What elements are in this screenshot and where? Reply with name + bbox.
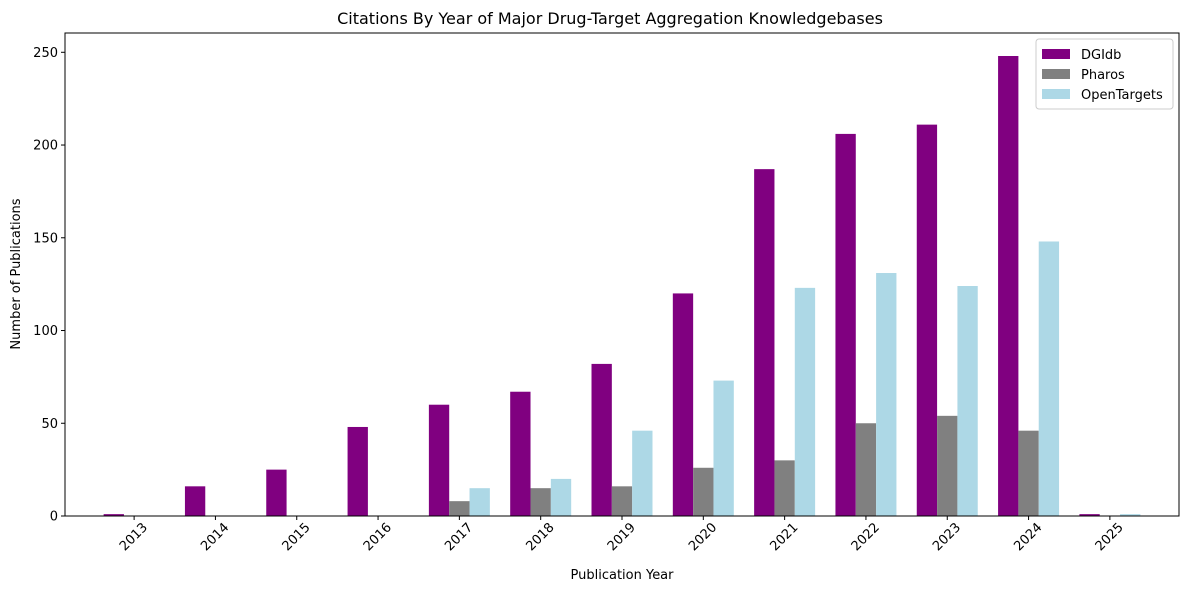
bar-opentargets-2023 xyxy=(957,286,978,516)
bar-pharos-2021 xyxy=(774,460,795,516)
bar-pharos-2018 xyxy=(530,488,551,516)
x-tick-label: 2015 xyxy=(280,520,314,554)
bar-dgidb-2018 xyxy=(510,391,531,516)
x-axis: 2013 2014 2015 2016 2017 2018 2019 2020 2021 2022… xyxy=(117,516,1127,554)
bar-opentargets-2024 xyxy=(1038,241,1060,516)
bar-dgidb-2019 xyxy=(591,363,612,516)
bar-pharos-2024 xyxy=(1018,430,1039,516)
y-tick-label: 250 xyxy=(33,46,58,61)
bar-opentargets-2025 xyxy=(1120,514,1141,516)
y-axis-label: Number of Publications xyxy=(9,198,24,349)
chart-title: Citations By Year of Major Drug-Target A… xyxy=(337,9,883,28)
bar-dgidb-2020 xyxy=(672,293,694,516)
x-tick-label: 2018 xyxy=(524,520,558,554)
bar-dgidb-2021 xyxy=(754,169,775,517)
x-tick-label: 2016 xyxy=(361,520,395,554)
x-tick-label: 2024 xyxy=(1011,520,1045,554)
legend-swatch-pharos xyxy=(1042,69,1070,79)
x-tick-label: 2013 xyxy=(117,520,151,554)
x-tick-label: 2025 xyxy=(1093,520,1127,554)
legend-label-pharos: Pharos xyxy=(1081,68,1125,83)
legend-swatch-opentargets xyxy=(1042,89,1070,99)
legend: DGIdb Pharos OpenTargets xyxy=(1035,38,1174,110)
y-tick-label: 50 xyxy=(41,417,58,432)
x-tick-label: 2020 xyxy=(686,520,720,554)
x-tick-label: 2022 xyxy=(849,520,883,554)
legend-box xyxy=(1035,38,1174,110)
bar-dgidb-2014 xyxy=(184,486,206,516)
bar-opentargets-2020 xyxy=(713,380,734,516)
bar-opentargets-2017 xyxy=(469,488,490,516)
legend-label-opentargets: OpenTargets xyxy=(1081,88,1163,103)
bar-opentargets-2022 xyxy=(876,273,897,516)
bar-dgidb-2022 xyxy=(835,133,856,516)
bar-pharos-2022 xyxy=(855,423,877,516)
y-tick-label: 150 xyxy=(33,231,58,246)
y-axis: 0 50 100 150 200 250 xyxy=(33,46,65,525)
x-tick-label: 2014 xyxy=(198,520,232,554)
x-tick-label: 2023 xyxy=(930,520,964,554)
legend-label-dgidb: DGIdb xyxy=(1081,48,1121,63)
x-tick-label: 2021 xyxy=(767,520,801,554)
bar-dgidb-2024 xyxy=(998,56,1019,516)
bar-pharos-2020 xyxy=(693,467,714,516)
legend-swatch-dgidb xyxy=(1042,49,1070,59)
bar-opentargets-2019 xyxy=(632,430,653,516)
x-tick-label: 2019 xyxy=(605,520,639,554)
bar-dgidb-2015 xyxy=(266,469,287,516)
bar-pharos-2023 xyxy=(937,415,958,516)
bar-pharos-2019 xyxy=(611,486,633,516)
bar-pharos-2017 xyxy=(449,501,470,516)
y-tick-label: 100 xyxy=(33,324,58,339)
bar-opentargets-2021 xyxy=(794,287,816,516)
bar-dgidb-2016 xyxy=(347,426,368,516)
bar-dgidb-2013 xyxy=(103,514,124,516)
y-tick-label: 0 xyxy=(50,510,58,525)
bar-opentargets-2018 xyxy=(550,478,572,516)
y-tick-label: 200 xyxy=(33,139,58,154)
x-tick-label: 2017 xyxy=(442,520,476,554)
x-axis-label: Publication Year xyxy=(571,568,675,583)
bar-dgidb-2025 xyxy=(1079,514,1100,516)
bar-dgidb-2017 xyxy=(428,404,450,516)
bar-dgidb-2023 xyxy=(916,124,938,517)
plot-area xyxy=(103,56,1141,517)
